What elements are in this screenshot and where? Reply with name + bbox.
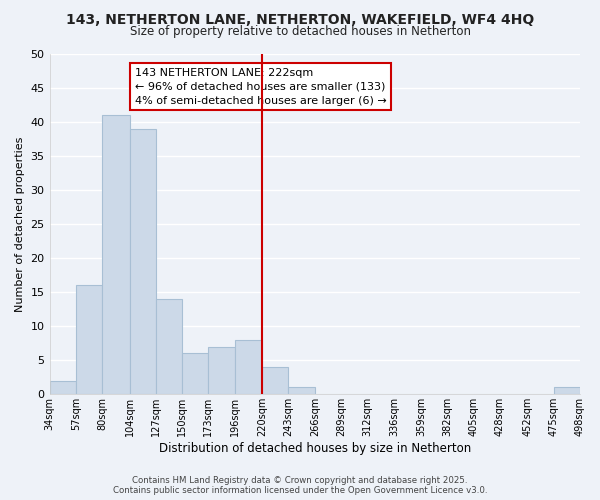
Bar bbox=[554, 388, 580, 394]
Text: 143 NETHERTON LANE: 222sqm
← 96% of detached houses are smaller (133)
4% of semi: 143 NETHERTON LANE: 222sqm ← 96% of deta… bbox=[135, 68, 386, 106]
Y-axis label: Number of detached properties: Number of detached properties bbox=[15, 136, 25, 312]
Text: 143, NETHERTON LANE, NETHERTON, WAKEFIELD, WF4 4HQ: 143, NETHERTON LANE, NETHERTON, WAKEFIEL… bbox=[66, 12, 534, 26]
Bar bbox=[156, 299, 182, 394]
Bar bbox=[289, 388, 315, 394]
Bar bbox=[182, 354, 208, 395]
Text: Size of property relative to detached houses in Netherton: Size of property relative to detached ho… bbox=[130, 25, 470, 38]
Bar bbox=[50, 380, 76, 394]
X-axis label: Distribution of detached houses by size in Netherton: Distribution of detached houses by size … bbox=[158, 442, 471, 455]
Bar bbox=[208, 346, 235, 395]
Bar bbox=[262, 367, 289, 394]
Bar bbox=[130, 129, 156, 394]
Bar bbox=[76, 286, 102, 395]
Bar bbox=[235, 340, 262, 394]
Bar bbox=[102, 116, 130, 394]
Text: Contains HM Land Registry data © Crown copyright and database right 2025.
Contai: Contains HM Land Registry data © Crown c… bbox=[113, 476, 487, 495]
